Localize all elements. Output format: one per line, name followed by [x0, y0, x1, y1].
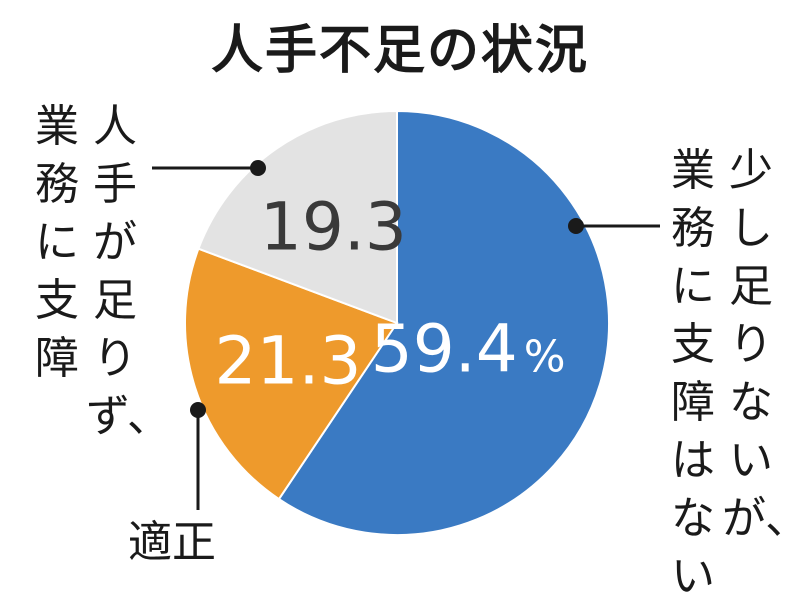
pie-slice-1: [184, 247, 399, 501]
leader-right-dot: [568, 218, 584, 234]
label-left-col2: 業務に支障: [35, 101, 79, 384]
pie-slice-2: [197, 109, 398, 325]
pie-chart: 59.4 %21.319.3: [152, 109, 660, 536]
label-left-col1: 人手が足りず、: [86, 101, 171, 442]
chart-title: 人手不足の状況: [210, 21, 589, 81]
leader-left-dot: [250, 160, 266, 176]
leader-bottom-dot: [190, 402, 206, 418]
value-label-2: 19.3: [260, 188, 407, 265]
label-right-col2: 業務に支障はない: [671, 145, 715, 602]
label-bottom: 適正: [128, 517, 216, 568]
value-label-1: 21.3: [214, 322, 361, 399]
pie-slice-0: [277, 109, 610, 536]
label-right-col1: 少し足りないが、: [722, 145, 800, 544]
